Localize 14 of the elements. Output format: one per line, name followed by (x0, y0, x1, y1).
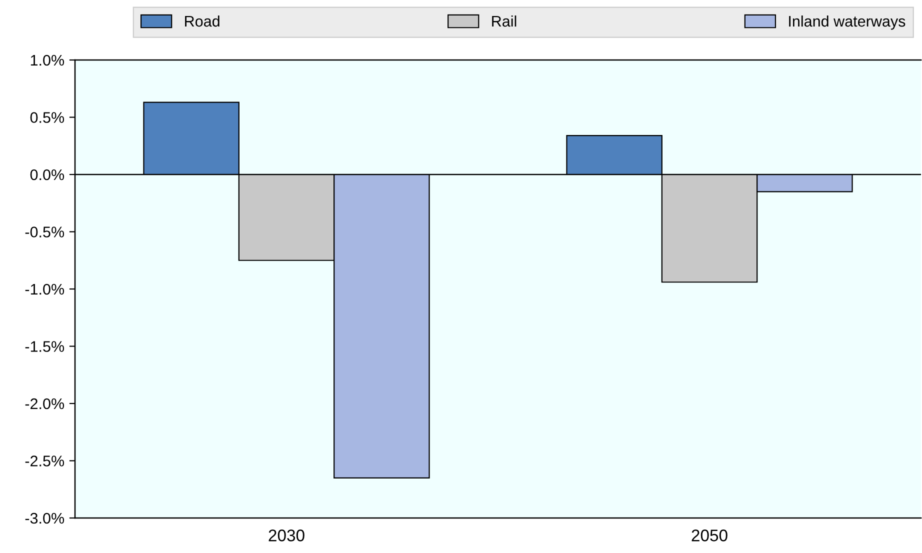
legend-label: Inland waterways (789, 15, 906, 30)
legend-label: Rail (492, 15, 516, 27)
y-tick-label: 0.0% (30, 169, 64, 180)
y-tick-label: -1.5% (25, 341, 64, 352)
y-tick-label: 1.0% (30, 54, 64, 66)
y-tick-label: 0.5% (30, 112, 64, 123)
y-tick-label: -3.0% (25, 512, 64, 524)
x-tick-label: 2050 (692, 530, 728, 542)
y-tick-label: -2.0% (25, 398, 64, 410)
legend-label: Road (185, 15, 220, 27)
y-tick-label: -0.5% (25, 226, 64, 238)
x-tick-label: 2030 (268, 530, 304, 542)
y-tick-label: -2.5% (25, 456, 64, 466)
y-tick-label: -1.0% (25, 284, 64, 295)
